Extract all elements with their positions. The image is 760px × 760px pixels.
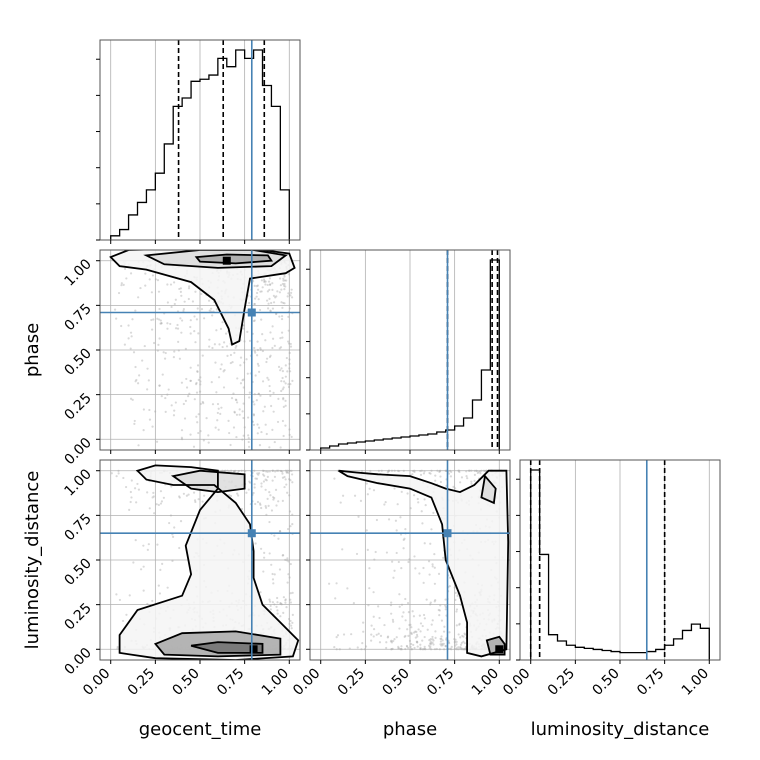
tick-label-x-0-1: 0.25: [125, 666, 158, 699]
truth-marker-1-0: [247, 308, 256, 317]
tick-label-y-1-1: 0.25: [61, 390, 94, 423]
truth-marker-2-1: [443, 529, 452, 538]
tick-label-y-2-0: 0.00: [61, 645, 94, 678]
contour-line-0-0: [109, 250, 296, 346]
tick-label-x-0-0: 0.00: [80, 666, 113, 699]
histogram-phase: [320, 259, 500, 450]
tick-label-y-2-2: 0.50: [61, 556, 94, 589]
tick-label-y-1-4: 1.00: [61, 256, 94, 289]
density-fill-2-0: [338, 470, 509, 657]
density-fill-0-0: [110, 250, 295, 345]
ylabel-phase: phase: [22, 323, 43, 377]
xlabel-phase: phase: [383, 719, 437, 740]
ylabel-luminosity_distance: luminosity_distance: [22, 471, 43, 650]
density-peak-2: [495, 645, 504, 654]
density-fill-0-2: [196, 254, 272, 264]
xlabel-geocent_time: geocent_time: [139, 719, 262, 740]
panel-2-0: 0.00 0.25 0.50 0.75 1.00 0.00 0.25 0.50 0.75 1.00…: [22, 459, 301, 740]
contour-line-2-1: [480, 474, 497, 505]
tick-label-y-1-3: 0.75: [61, 301, 94, 334]
density-peak-1: [249, 645, 258, 654]
xlabel-luminosity_distance: luminosity_distance: [531, 719, 710, 740]
tick-label-x-0-2: 0.50: [169, 666, 202, 699]
tick-label-x-2-4: 1.00: [679, 666, 712, 699]
contour-line-1-2: [153, 630, 282, 658]
tick-label-x-0-4: 1.00: [259, 666, 292, 699]
density-geocent_time-vs-luminosity_distance: [100, 460, 300, 660]
truth-marker-2-0: [247, 529, 256, 538]
contour-line-0-1: [143, 250, 288, 269]
density-fill-2-1: [481, 476, 496, 503]
tick-label-x-1-3: 0.75: [424, 666, 457, 699]
tick-label-x-2-2: 0.50: [589, 666, 622, 699]
tick-label-x-2-0: 0.00: [500, 666, 533, 699]
density-geocent_time-vs-phase: [100, 250, 300, 450]
histogram-luminosity_distance: [530, 469, 710, 660]
tick-label-x-1-1: 0.25: [335, 666, 368, 699]
density-fill-1-1: [173, 470, 245, 493]
tick-label-x-2-1: 0.25: [545, 666, 578, 699]
tick-label-x-2-3: 0.75: [634, 666, 667, 699]
density-peak-0: [222, 256, 231, 265]
tick-label-y-1-2: 0.50: [61, 346, 94, 379]
panel-2-2: 0.00 0.25 0.50 0.75 1.00 luminosity_distance: [500, 459, 721, 740]
tick-label-y-2-4: 1.00: [61, 466, 94, 499]
tick-label-x-1-2: 0.50: [379, 666, 412, 699]
panel-2-1: 0.00 0.25 0.50 0.75 1.00 phase: [290, 459, 511, 740]
panel-0-0: [96, 39, 301, 244]
tick-label-y-1-0: 0.00: [61, 435, 94, 468]
contour-line-2-2: [485, 635, 506, 656]
contour-line-1-1: [170, 469, 246, 494]
tick-label-y-2-3: 0.75: [61, 511, 94, 544]
panel-1-0: 0.00 0.25 0.50 0.75 1.00 phase: [22, 249, 301, 468]
contour-line-2-0: [338, 469, 510, 658]
contour-line-0-2: [194, 253, 273, 265]
histogram-geocent_time: [110, 49, 290, 240]
tick-label-x-1-0: 0.00: [290, 666, 323, 699]
tick-label-x-0-3: 0.75: [214, 666, 247, 699]
contour-line-1-3: [190, 641, 264, 654]
panel-1-1: [306, 249, 511, 454]
density-phase-vs-luminosity_distance: [310, 460, 510, 660]
tick-label-y-2-1: 0.25: [61, 600, 94, 633]
tick-label-x-1-4: 1.00: [469, 666, 502, 699]
density-fill-1-0: [119, 465, 299, 660]
